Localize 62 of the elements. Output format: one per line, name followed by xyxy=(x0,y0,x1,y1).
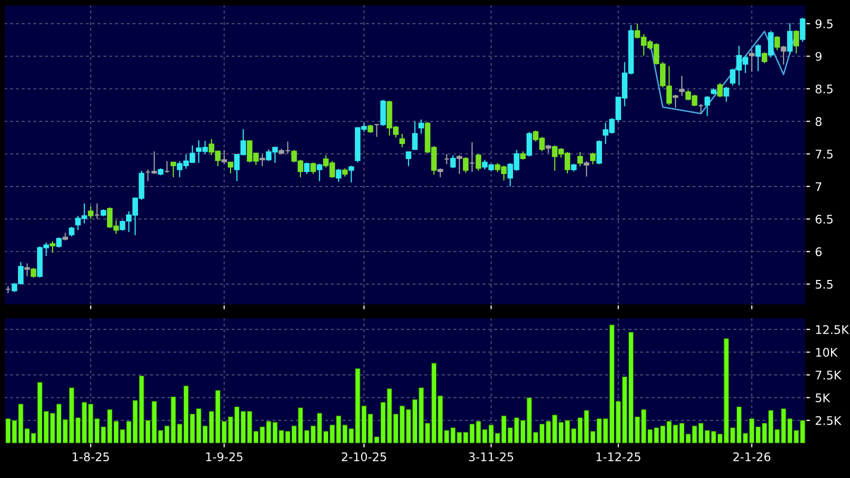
candlestick xyxy=(412,121,418,150)
candlestick xyxy=(260,154,266,166)
y-tick-label: 10K xyxy=(816,348,838,357)
candlestick xyxy=(755,44,761,72)
y-tick-label: 5K xyxy=(816,394,830,402)
candlestick xyxy=(762,52,768,64)
candlestick xyxy=(717,83,723,98)
candlestick xyxy=(590,152,596,164)
x-tick-label: 1-9-25 xyxy=(206,452,242,462)
candlestick xyxy=(768,30,774,58)
candlestick xyxy=(438,168,444,178)
y-tick-label: 7.5K xyxy=(816,370,842,380)
candlestick xyxy=(50,241,56,253)
candlestick xyxy=(672,94,678,108)
candlestick xyxy=(228,162,234,174)
candlestick xyxy=(774,36,780,50)
candlestick xyxy=(679,76,685,96)
candlestick xyxy=(380,100,386,126)
candlestick xyxy=(450,155,456,168)
x-tick-label: 3-11-25 xyxy=(469,452,514,462)
candlestick xyxy=(577,152,583,166)
candlestick xyxy=(399,134,405,148)
candlestick xyxy=(724,86,730,102)
candlestick xyxy=(787,23,793,54)
candlestick xyxy=(596,140,602,164)
candlestick xyxy=(310,162,316,174)
candlestick xyxy=(476,154,482,171)
y-tick-label: 9.5 xyxy=(816,19,833,28)
candlestick xyxy=(56,237,62,248)
y-tick-label: 7 xyxy=(816,182,822,191)
y-tick-label: 8.5 xyxy=(816,84,833,94)
candlestick xyxy=(304,162,310,174)
x-tick-label: 2-10-25 xyxy=(342,452,386,462)
candlestick xyxy=(793,30,800,54)
candlestick xyxy=(456,155,462,174)
y-tick-label: 5.5 xyxy=(816,280,833,289)
candlestick xyxy=(170,162,176,178)
y-tick-label: 6.5 xyxy=(816,214,833,224)
candlestick xyxy=(462,157,469,173)
y-tick-label: 8 xyxy=(816,117,822,126)
y-tick-label: 12.5K xyxy=(816,325,850,334)
candlestick xyxy=(336,168,342,182)
candlestick xyxy=(584,161,590,177)
candlestick xyxy=(418,119,424,134)
candlestick xyxy=(348,166,354,182)
candlestick xyxy=(704,96,710,116)
y-tick-label: 6 xyxy=(816,247,822,256)
candlestick xyxy=(526,132,532,156)
y-tick-label: 7.5 xyxy=(816,150,833,159)
candlestick xyxy=(780,46,786,65)
x-tick-label: 1-12-25 xyxy=(596,452,640,462)
y-tick-label: 9 xyxy=(816,52,822,61)
candlestick xyxy=(316,164,322,182)
candlestick xyxy=(748,49,755,72)
candlestick xyxy=(406,151,412,166)
y-tick-label: 2.5K xyxy=(816,416,842,426)
x-tick-label: 1-8-25 xyxy=(72,452,109,462)
candlestick xyxy=(88,206,94,219)
x-tick-label: 2-1-26 xyxy=(733,452,770,462)
candlestick xyxy=(221,150,227,164)
candlestick xyxy=(24,263,30,276)
candlestick xyxy=(800,18,806,42)
